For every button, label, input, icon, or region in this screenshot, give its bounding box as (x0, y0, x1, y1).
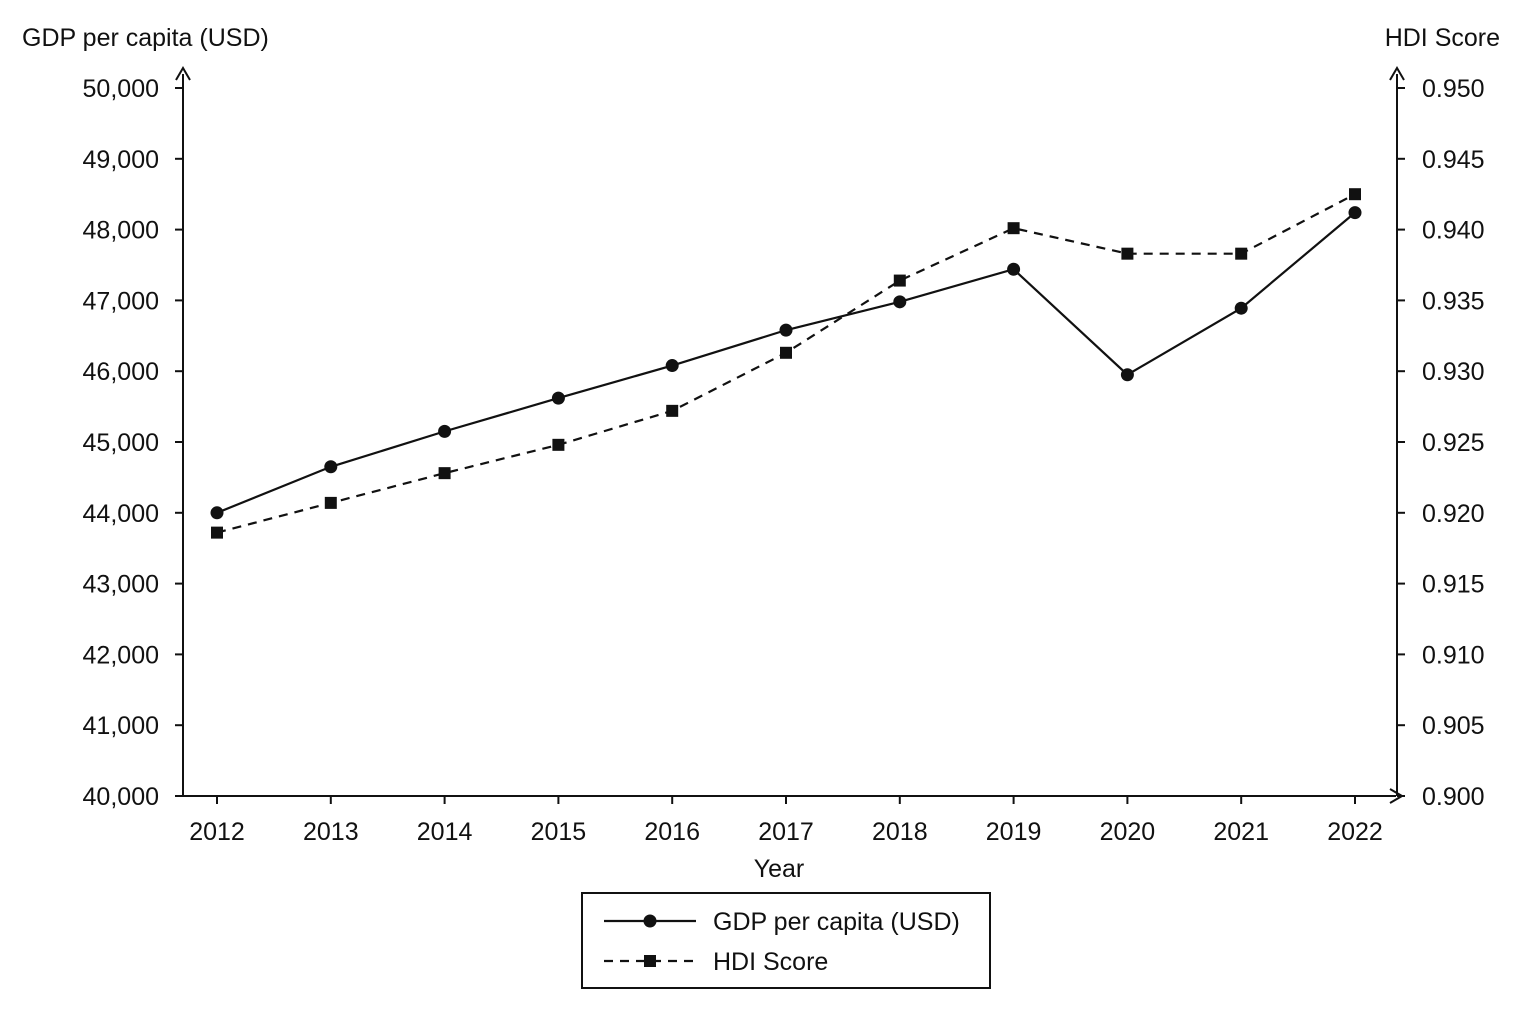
y-left-tick-label: 45,000 (83, 429, 159, 457)
legend-marker-1 (643, 914, 657, 928)
x-tick-label: 2019 (986, 818, 1042, 846)
series-2-point (1007, 222, 1020, 235)
series-2-point (780, 346, 792, 359)
series-2-point (1349, 188, 1361, 201)
y-right-tick-label: 0.940 (1422, 217, 1485, 245)
series-1-point (665, 359, 679, 373)
legend-label-1: GDP per capita (USD) (713, 908, 960, 936)
series-2-point (211, 526, 223, 539)
series-1-point (1234, 301, 1248, 315)
series-2-point (666, 404, 679, 417)
series-2-point (893, 274, 906, 287)
x-tick-label: 2016 (644, 818, 700, 846)
series-line-2 (216, 193, 1356, 534)
y-right-tick-label: 0.925 (1422, 429, 1485, 457)
y-right-tick-label: 0.905 (1422, 712, 1485, 740)
x-axis-title: Year (754, 855, 805, 883)
axes (175, 66, 1405, 804)
legend-label-2: HDI Score (713, 948, 828, 976)
series-1-point (893, 295, 907, 309)
x-tick-label: 2017 (758, 818, 814, 846)
series-line-1 (216, 211, 1356, 514)
y-left-tick-label: 50,000 (83, 75, 159, 103)
series-2-point (324, 496, 337, 509)
legend: GDP per capita (USD) HDI Score (581, 892, 991, 989)
y-right-tick-label: 0.910 (1422, 641, 1485, 669)
y-left-tick-label: 44,000 (83, 500, 159, 528)
y-left-tick-label: 40,000 (83, 783, 159, 811)
series-1-point (1007, 262, 1021, 276)
legend-marker-2 (644, 955, 656, 967)
y-axis-left-arrow (175, 66, 191, 81)
series-1-point (1348, 206, 1362, 220)
ticks: 40,000 41,000 42,000 43,000 44,000 45,000 46,0… (83, 75, 1485, 846)
y-right-tick-label: 0.920 (1422, 500, 1485, 528)
series-1-point (551, 391, 565, 405)
series-layer (210, 188, 1362, 539)
y-right-tick-label: 0.930 (1422, 358, 1485, 386)
x-tick-label: 2012 (189, 818, 245, 846)
x-tick-label: 2015 (531, 818, 587, 846)
y-right-tick-label: 0.935 (1422, 287, 1485, 315)
x-tick-label: 2013 (303, 818, 359, 846)
y-right-tick-label: 0.915 (1422, 571, 1485, 599)
x-tick-label: 2018 (872, 818, 928, 846)
y-left-tick-label: 46,000 (83, 358, 159, 386)
x-tick-label: 2020 (1100, 818, 1156, 846)
y-left-tick-label: 49,000 (83, 146, 159, 174)
series-1-point (779, 323, 793, 337)
series-1-point (210, 506, 224, 520)
y-axis-left-title: GDP per capita (USD) (22, 24, 269, 52)
y-axis-right-arrow (1389, 66, 1405, 81)
y-left-tick-label: 41,000 (83, 712, 159, 740)
y-left-tick-label: 42,000 (83, 641, 159, 669)
y-axis-right-title: HDI Score (1385, 24, 1500, 52)
y-right-tick-label: 0.950 (1422, 75, 1485, 103)
series-1-point (1120, 368, 1134, 382)
y-left-tick-label: 48,000 (83, 217, 159, 245)
y-left-tick-label: 47,000 (83, 287, 159, 315)
x-tick-label: 2021 (1213, 818, 1269, 846)
legend-entries: GDP per capita (USD) HDI Score (604, 908, 960, 976)
legend-box (581, 892, 991, 989)
series-2-point (438, 467, 451, 480)
x-tick-label: 2022 (1327, 818, 1383, 846)
series-2-point (552, 438, 565, 451)
series-2-point (1235, 247, 1248, 260)
series-1-point (438, 424, 452, 438)
y-right-tick-label: 0.945 (1422, 146, 1485, 174)
x-tick-label: 2014 (417, 818, 473, 846)
series-2-point (1121, 247, 1134, 260)
y-right-tick-label: 0.900 (1422, 783, 1485, 811)
series-1-point (324, 460, 338, 474)
y-left-tick-label: 43,000 (83, 571, 159, 599)
